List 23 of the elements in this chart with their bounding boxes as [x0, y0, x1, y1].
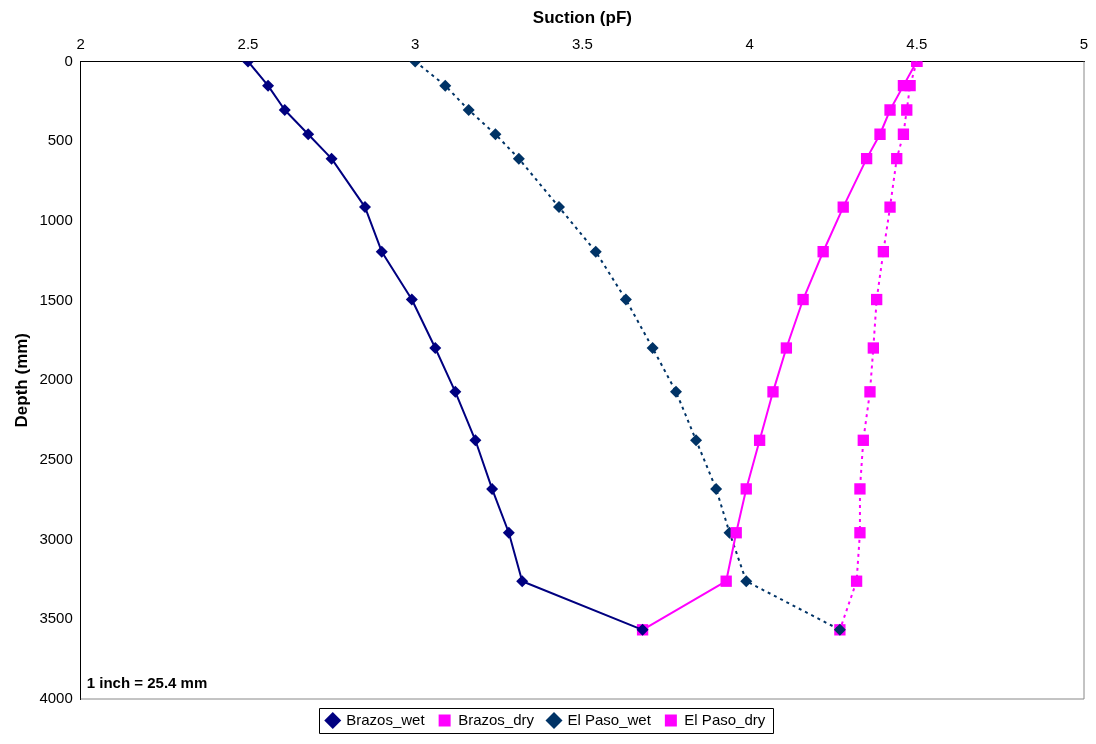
x-tick-label: 3.5	[571, 34, 593, 52]
legend-label: El Paso_wet	[567, 710, 652, 728]
annotation: 1 inch = 25.4 mm	[86, 673, 208, 691]
y-tick-label: 1000	[39, 210, 73, 228]
y-axis-title: Depth (mm)	[11, 332, 31, 428]
x-axis-title: Suction (pF)	[532, 7, 632, 27]
legend-label: El Paso_dry	[684, 710, 766, 728]
y-tick-label: 1500	[39, 290, 73, 308]
x-tick-label: 4	[745, 34, 754, 52]
y-tick-label: 4000	[39, 689, 73, 707]
x-tick-label: 2.5	[237, 34, 259, 52]
y-tick-label: 3500	[39, 609, 73, 627]
x-tick-label: 2	[76, 34, 85, 52]
x-tick-label: 3	[411, 34, 420, 52]
y-tick-label: 2500	[39, 450, 73, 468]
legend-label: Brazos_dry	[458, 710, 535, 728]
x-tick-label: 4.5	[906, 34, 928, 52]
y-tick-label: 500	[47, 131, 73, 149]
y-tick-label: 3000	[39, 529, 73, 547]
x-tick-label: 5	[1079, 34, 1089, 52]
y-tick-label: 2000	[39, 370, 73, 388]
y-tick-label: 0	[64, 51, 73, 69]
legend-label: Brazos_wet	[346, 710, 426, 728]
